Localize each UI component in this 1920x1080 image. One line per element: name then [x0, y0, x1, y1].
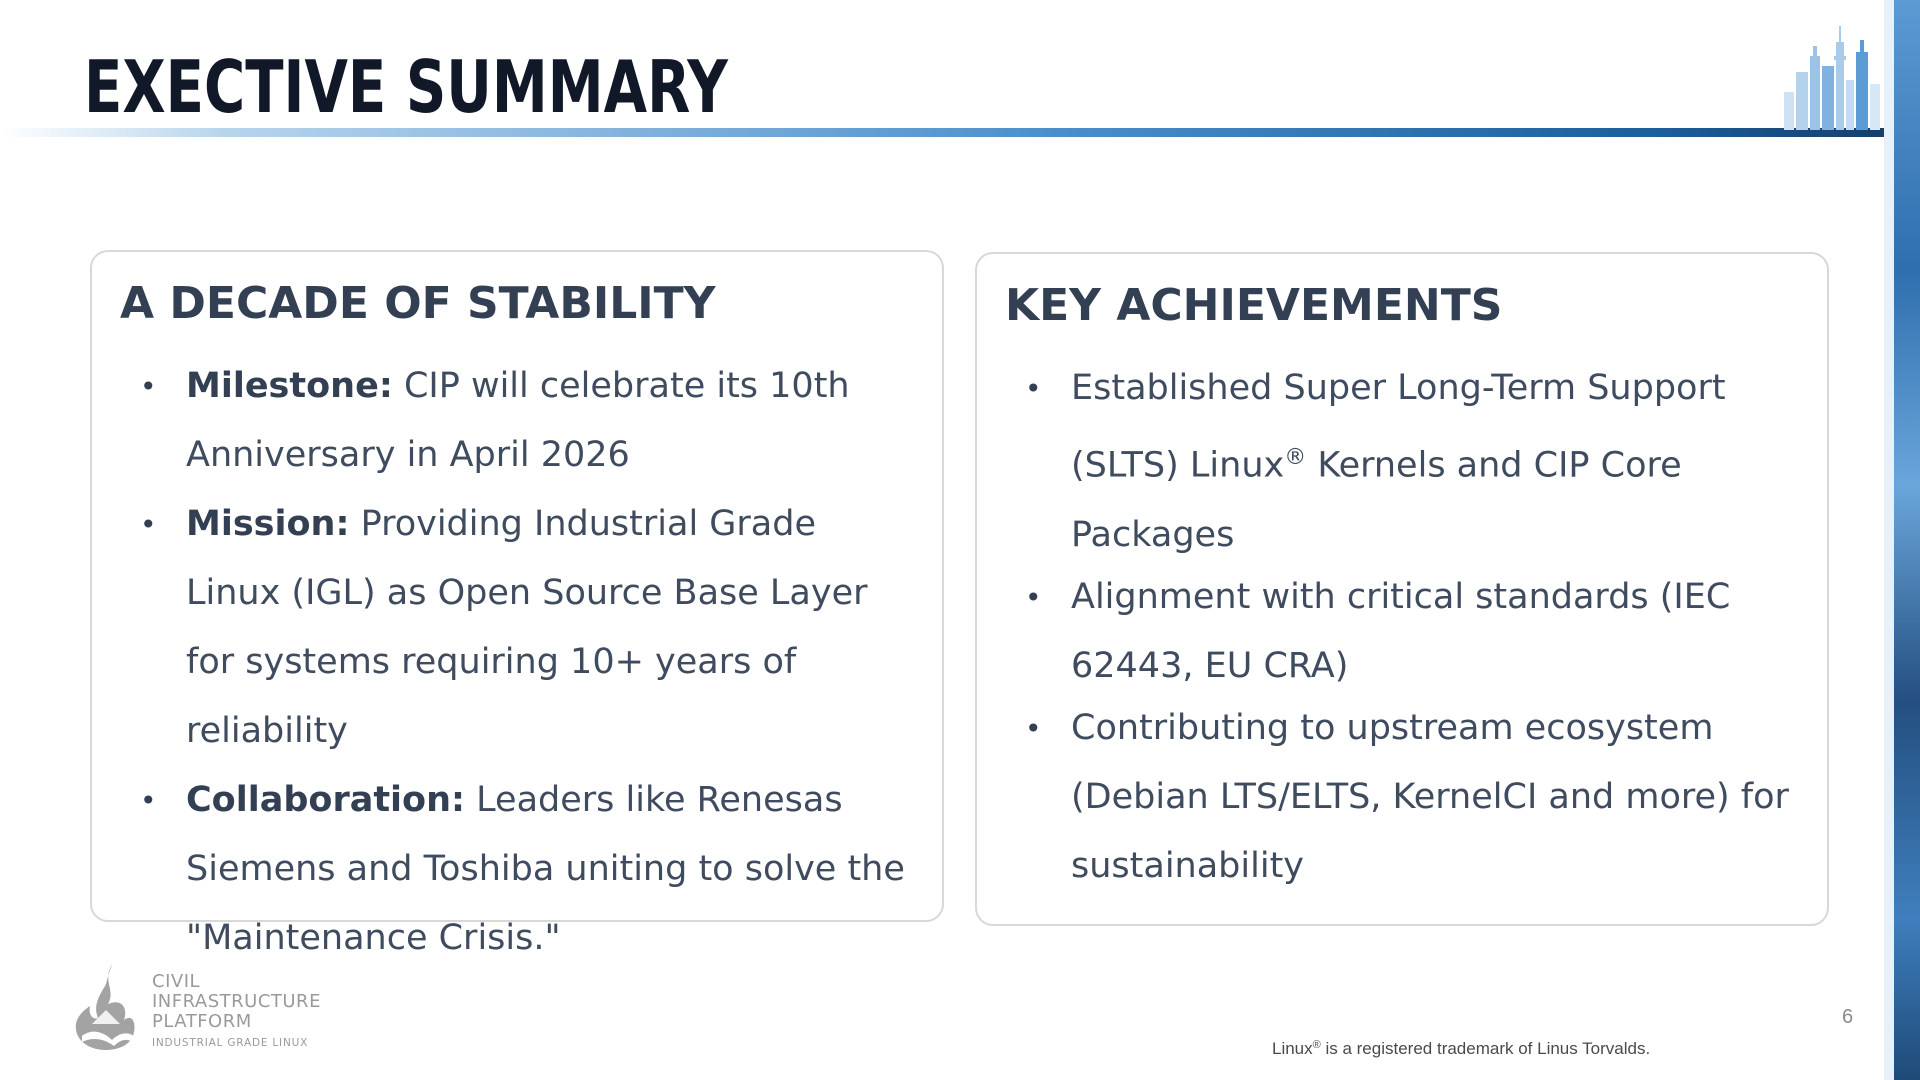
bullet-icon: • [140, 508, 157, 541]
logo-line: PLATFORM [152, 1011, 252, 1032]
bullet-text: Providing Industrial Grade Linux (IGL) a… [186, 504, 868, 751]
bullet-icon: • [1025, 580, 1042, 614]
bullet-label: Milestone: [186, 366, 393, 406]
side-accent-highlight [1884, 0, 1894, 1080]
footnote-text: is a registered trademark of Linus Torva… [1320, 1039, 1651, 1058]
decade-of-stability-card: A DECADE OF STABILITY • Milestone: CIP w… [90, 250, 944, 958]
logo-wordmark: CIVIL INFRASTRUCTURE PLATFORM INDUSTRIAL… [152, 972, 321, 1050]
bullet-icon: • [1025, 372, 1042, 405]
side-accent-strip [1884, 0, 1920, 1080]
cip-logo: CIVIL INFRASTRUCTURE PLATFORM INDUSTRIAL… [72, 958, 342, 1054]
card-heading: A DECADE OF STABILITY [120, 278, 716, 329]
bullet-icon: • [140, 784, 157, 817]
bullet-text: Kernels and CIP Core Packages [1071, 445, 1682, 555]
registered-mark: ® [1284, 445, 1307, 470]
key-achievements-card: KEY ACHIEVEMENTS • Established Super Lon… [975, 252, 1829, 926]
list-item: • Mission: Providing Industrial Grade Li… [120, 490, 920, 766]
title-underline [0, 128, 1885, 137]
logo-line: INFRASTRUCTURE [152, 991, 321, 1012]
list-item: • Collaboration: Leaders like Renesas Si… [120, 766, 920, 973]
bullet-text: CIP will celebrate its 10th Anniversary … [186, 366, 850, 475]
bullet-icon: • [1025, 711, 1042, 745]
bullet-text: Contributing to upstream ecosystem (Debi… [1071, 707, 1789, 886]
trademark-footnote: Linux® is a registered trademark of Linu… [1272, 1035, 1650, 1059]
city-skyline-icon [1784, 26, 1880, 130]
bullet-label: Mission: [186, 504, 350, 544]
logo-line: CIVIL [152, 971, 201, 992]
bullet-list: • Milestone: CIP will celebrate its 10th… [120, 352, 920, 973]
list-item: • Established Super Long-Term Support (S… [1005, 354, 1805, 570]
registered-mark: ® [1312, 1039, 1321, 1051]
list-item: • Contributing to upstream ecosystem (De… [1005, 694, 1805, 901]
bullet-text: Established Super Long-Term Support (SLT… [1071, 368, 1726, 486]
slide-title: EXECTIVE SUMMARY [84, 45, 728, 129]
list-item: • Alignment with critical standards (IEC… [1005, 563, 1805, 701]
flame-logo-icon [75, 964, 135, 1050]
bullet-list: • Established Super Long-Term Support (S… [1005, 354, 1805, 901]
bullet-icon: • [140, 370, 157, 403]
bullet-text: Leaders like Renesas Siemens and Toshiba… [186, 780, 905, 958]
bullet-label: Collaboration: [186, 780, 466, 820]
card-heading: KEY ACHIEVEMENTS [1005, 280, 1503, 331]
footnote-text: Linux [1272, 1039, 1313, 1058]
list-item: • Milestone: CIP will celebrate its 10th… [120, 352, 920, 490]
bullet-text: Alignment with critical standards (IEC 6… [1071, 576, 1731, 686]
logo-tagline: INDUSTRIAL GRADE LINUX [152, 1037, 309, 1049]
page-number: 6 [1842, 1006, 1854, 1028]
